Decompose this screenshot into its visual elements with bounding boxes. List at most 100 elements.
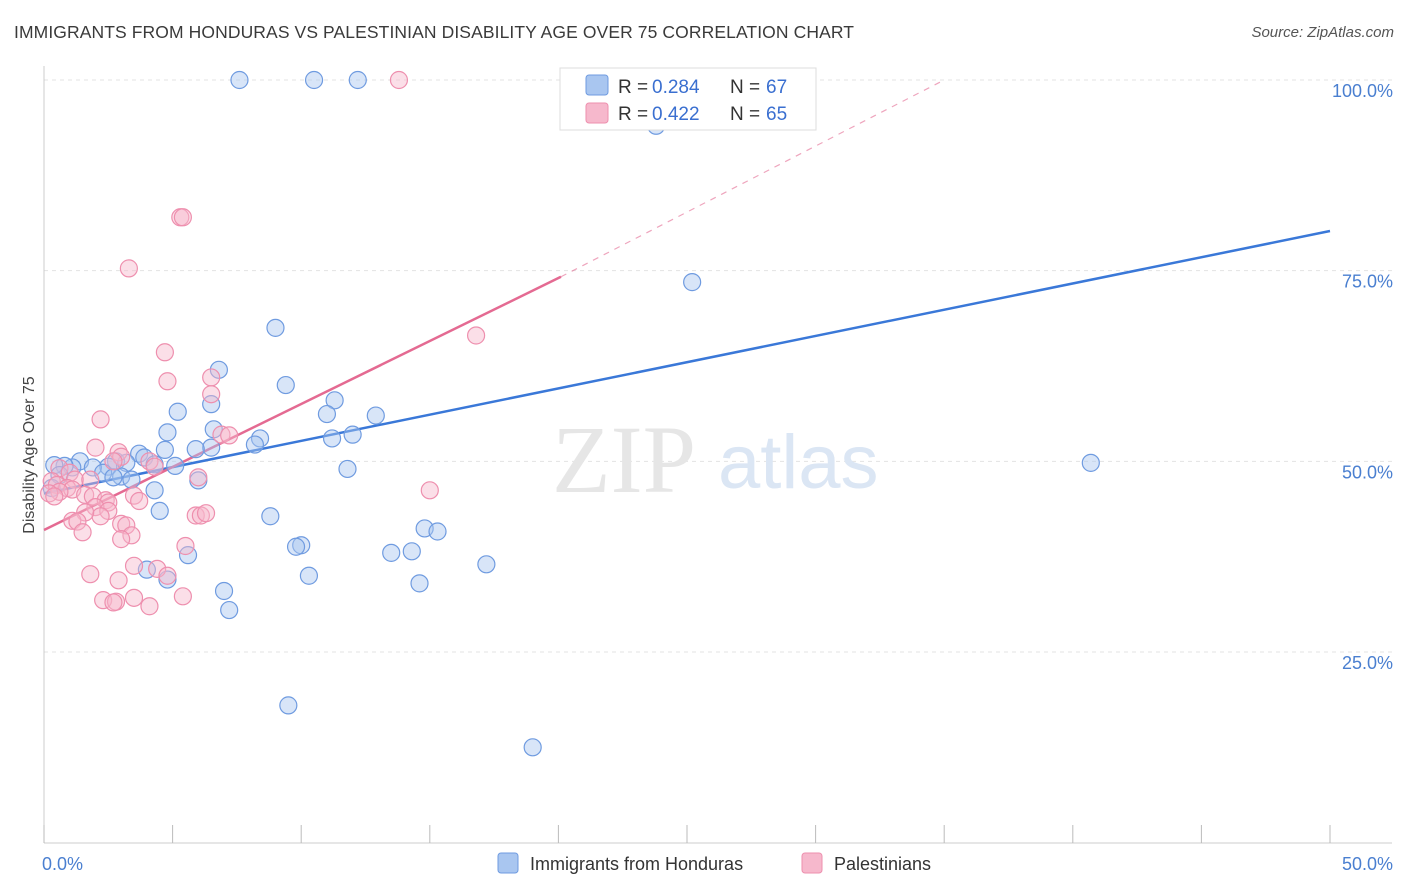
point-palestinians bbox=[189, 468, 208, 487]
point-honduras bbox=[276, 375, 295, 395]
point-palestinians bbox=[104, 452, 123, 471]
point-palestinians bbox=[81, 470, 100, 489]
y-tick-label: 100.0% bbox=[1332, 81, 1393, 101]
point-honduras bbox=[166, 456, 185, 476]
point-honduras bbox=[410, 574, 429, 593]
point-palestinians bbox=[158, 372, 177, 391]
legend-box: R = 0.284 N = 67 R = 0.422 N = 65 bbox=[559, 67, 817, 131]
point-honduras bbox=[428, 522, 447, 541]
series-palestinians-points bbox=[40, 70, 486, 616]
point-honduras bbox=[261, 507, 280, 526]
point-palestinians bbox=[40, 484, 59, 503]
point-palestinians bbox=[86, 438, 105, 457]
y-tick-label: 50.0% bbox=[1342, 462, 1393, 482]
axes bbox=[43, 66, 1392, 844]
point-palestinians bbox=[104, 593, 123, 612]
point-honduras bbox=[523, 738, 542, 757]
point-honduras bbox=[382, 543, 401, 562]
point-palestinians bbox=[91, 507, 110, 526]
point-honduras bbox=[230, 70, 249, 90]
point-palestinians bbox=[202, 368, 221, 387]
bottom-legend-swatch-blue bbox=[497, 852, 519, 874]
y-tick-label: 75.0% bbox=[1342, 272, 1393, 292]
legend-r-label-1: R = bbox=[618, 77, 648, 98]
point-honduras bbox=[1081, 453, 1100, 472]
point-palestinians bbox=[173, 587, 192, 606]
point-palestinians bbox=[112, 530, 131, 549]
y-axis-label: Disability Age Over 75 bbox=[21, 376, 38, 534]
bottom-legend-swatch-pink bbox=[801, 852, 823, 874]
point-honduras bbox=[366, 406, 385, 425]
point-honduras bbox=[317, 404, 337, 424]
point-honduras bbox=[155, 440, 174, 459]
point-honduras bbox=[286, 537, 306, 556]
point-palestinians bbox=[124, 486, 144, 505]
point-palestinians bbox=[389, 70, 409, 90]
point-palestinians bbox=[117, 516, 136, 535]
point-honduras bbox=[202, 395, 221, 414]
bottom-legend-label-honduras: Immigrants from Honduras bbox=[530, 854, 743, 874]
point-palestinians bbox=[158, 566, 177, 585]
point-honduras bbox=[122, 470, 141, 489]
bottom-legend-label-palestinians: Palestinians bbox=[834, 854, 931, 874]
point-palestinians bbox=[220, 426, 239, 445]
legend-swatch-blue bbox=[585, 74, 609, 96]
point-palestinians bbox=[91, 410, 110, 429]
legend-n-label-1: N = bbox=[730, 77, 760, 98]
point-honduras bbox=[402, 542, 421, 561]
x-tick-label-max: 50.0% bbox=[1342, 854, 1393, 874]
legend-r-value-1: 0.284 bbox=[652, 77, 700, 98]
point-palestinians bbox=[140, 452, 159, 471]
point-honduras bbox=[299, 566, 319, 585]
point-palestinians bbox=[73, 523, 92, 542]
point-honduras bbox=[209, 360, 228, 379]
point-palestinians bbox=[124, 556, 144, 575]
point-honduras bbox=[338, 459, 357, 479]
point-palestinians bbox=[81, 565, 100, 584]
point-honduras bbox=[220, 600, 239, 620]
point-palestinians bbox=[96, 491, 115, 510]
point-honduras bbox=[186, 440, 205, 459]
point-palestinians bbox=[420, 481, 439, 500]
bottom-legend: Immigrants from Honduras Palestinians bbox=[497, 852, 931, 874]
legend-swatch-pink bbox=[585, 102, 609, 124]
point-palestinians bbox=[45, 487, 64, 506]
point-honduras bbox=[477, 555, 496, 574]
point-palestinians bbox=[212, 425, 231, 444]
point-palestinians bbox=[466, 326, 486, 345]
point-honduras bbox=[343, 425, 362, 444]
watermark: ZIP atlas bbox=[552, 406, 879, 513]
legend-r-value-2: 0.422 bbox=[652, 104, 700, 125]
point-palestinians bbox=[155, 343, 174, 362]
point-honduras bbox=[279, 696, 298, 715]
point-honduras bbox=[304, 70, 324, 90]
point-honduras bbox=[266, 318, 285, 337]
point-palestinians bbox=[63, 511, 82, 530]
watermark-atlas: atlas bbox=[718, 420, 879, 505]
legend-n-label-2: N = bbox=[730, 104, 760, 125]
point-palestinians bbox=[145, 457, 164, 476]
legend-n-value-2: 65 bbox=[766, 104, 787, 125]
point-honduras bbox=[322, 429, 342, 448]
point-honduras bbox=[245, 435, 265, 454]
point-palestinians bbox=[148, 559, 167, 578]
gridlines bbox=[44, 79, 1392, 653]
legend-n-value-1: 67 bbox=[766, 77, 787, 98]
legend-r-label-2: R = bbox=[618, 104, 648, 125]
point-honduras bbox=[348, 70, 367, 90]
trend-line-honduras bbox=[43, 229, 1331, 495]
point-palestinians bbox=[140, 597, 159, 616]
point-honduras bbox=[150, 501, 169, 521]
chart-title: IMMIGRANTS FROM HONDURAS VS PALESTINIAN … bbox=[14, 22, 855, 42]
source-label: Source: ZipAtlas.com bbox=[1251, 24, 1394, 41]
watermark-zip: ZIP bbox=[552, 406, 696, 513]
point-honduras bbox=[158, 423, 177, 442]
point-palestinians bbox=[122, 526, 141, 545]
point-honduras bbox=[202, 438, 221, 457]
point-honduras bbox=[683, 273, 702, 292]
y-tick-label: 25.0% bbox=[1342, 653, 1393, 673]
point-honduras bbox=[104, 468, 123, 487]
point-palestinians bbox=[176, 536, 195, 556]
point-palestinians bbox=[202, 385, 221, 404]
